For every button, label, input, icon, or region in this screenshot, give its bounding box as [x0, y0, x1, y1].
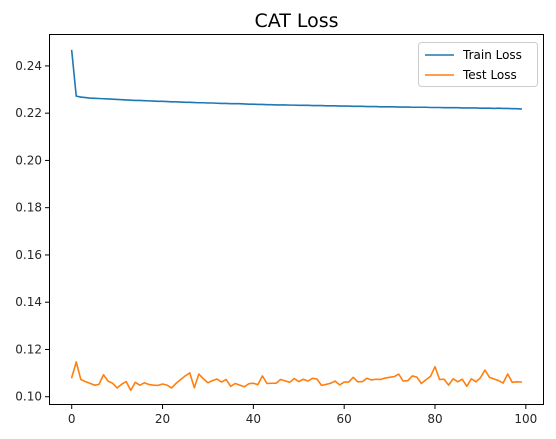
chart-title: CAT Loss: [254, 10, 338, 32]
x-tick-label: 40: [246, 412, 261, 426]
y-tick-label: 0.18: [15, 201, 42, 215]
y-axis: 0.10 0.12 0.14 0.16 0.18 0.20 0.22 0.24: [15, 59, 49, 404]
plot-series: [70, 49, 523, 392]
legend: Train Loss Test Loss: [418, 42, 538, 87]
x-tick-label: 20: [155, 412, 170, 426]
y-tick-label: 0.16: [15, 248, 42, 262]
x-tick-label: 80: [427, 412, 442, 426]
y-tick-label: 0.14: [15, 295, 42, 309]
x-tick-label: 0: [68, 412, 76, 426]
y-tick-label: 0.10: [15, 390, 42, 404]
x-axis: 0 20 40 60 80 100: [68, 405, 537, 426]
series-line-test-loss: [70, 361, 523, 392]
legend-label: Test Loss: [462, 68, 517, 82]
legend-label: Train Loss: [462, 48, 522, 62]
y-tick-label: 0.20: [15, 153, 42, 167]
plot-frame: [49, 34, 544, 405]
legend-items: Train Loss Test Loss: [425, 48, 522, 82]
series-line-train-loss: [70, 49, 523, 110]
y-tick-label: 0.12: [15, 342, 42, 356]
x-tick-label: 60: [337, 412, 352, 426]
x-tick-label: 100: [514, 412, 537, 426]
y-tick-label: 0.24: [15, 59, 42, 73]
y-tick-label: 0.22: [15, 106, 42, 120]
